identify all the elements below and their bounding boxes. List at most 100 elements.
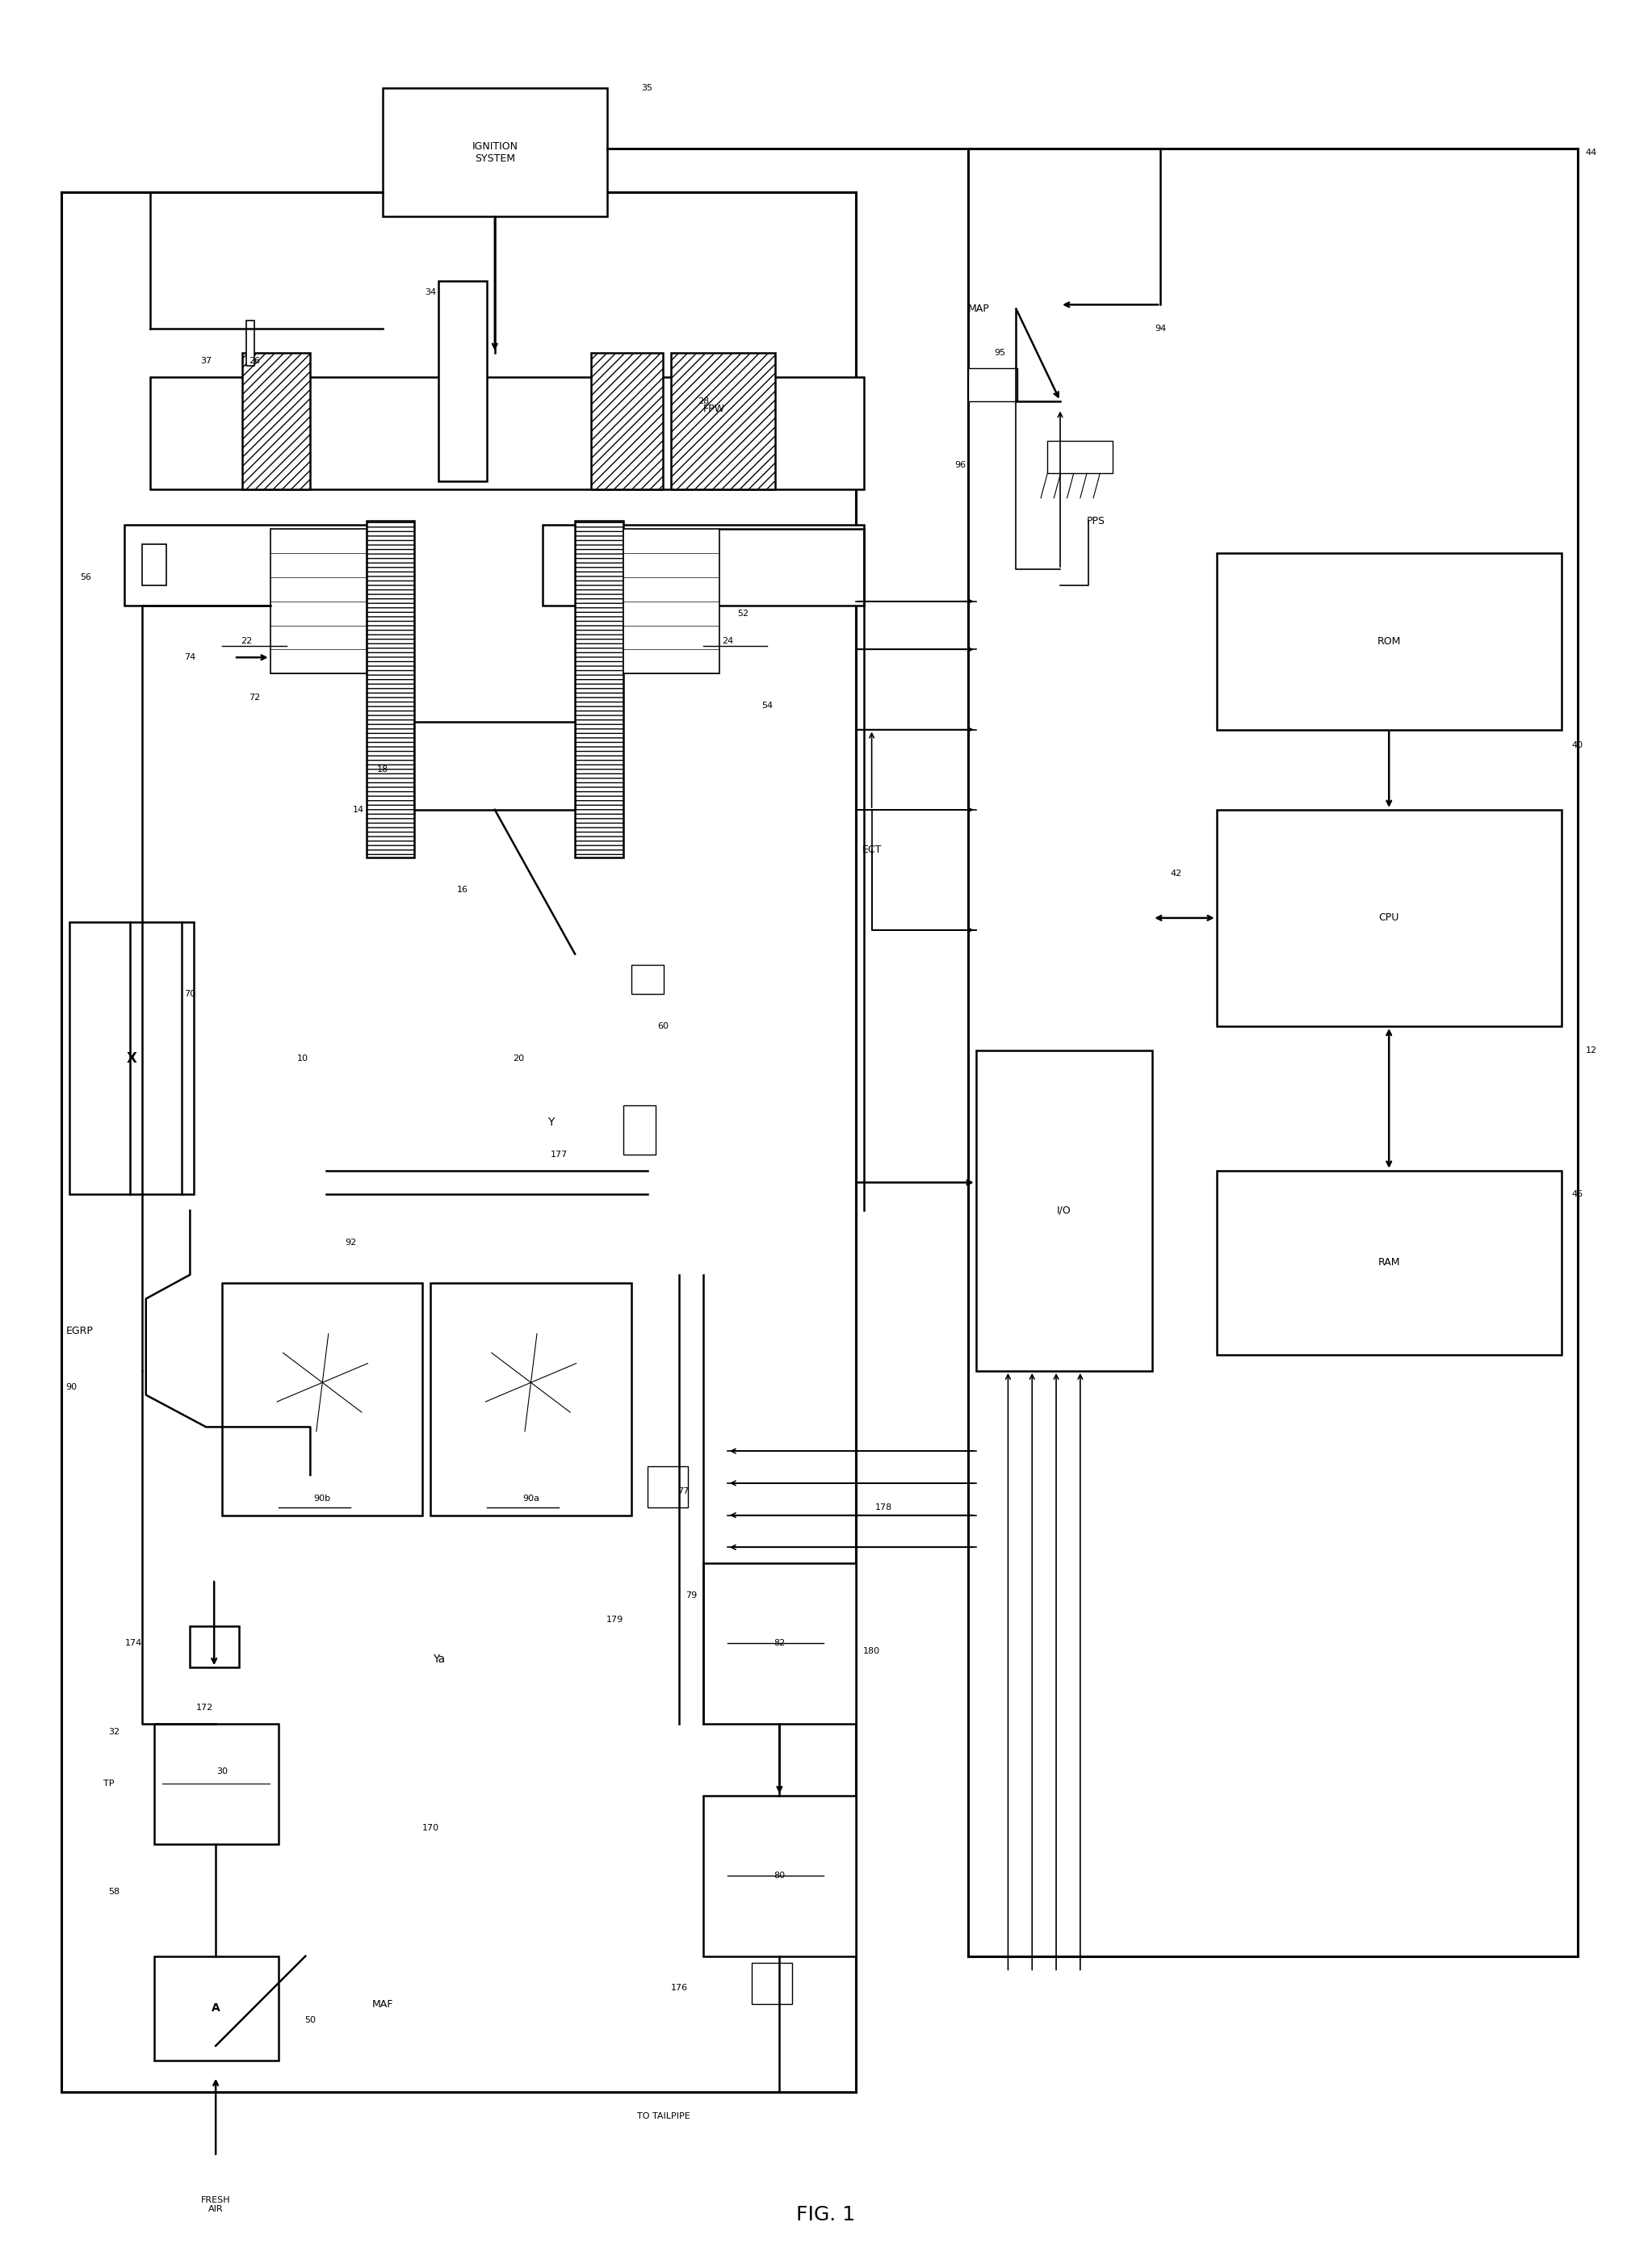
Bar — [1216, 811, 1561, 1026]
Bar — [623, 1105, 656, 1155]
Text: 90b: 90b — [314, 1494, 330, 1503]
Text: TP: TP — [102, 1780, 114, 1789]
FancyBboxPatch shape — [279, 1619, 598, 1700]
Text: 72: 72 — [248, 693, 259, 702]
Bar — [415, 722, 575, 811]
Text: 56: 56 — [81, 573, 91, 582]
Bar — [190, 1626, 240, 1669]
Text: 95: 95 — [995, 349, 1006, 358]
Bar — [1047, 441, 1113, 473]
Text: 92: 92 — [345, 1238, 357, 1247]
Text: Y: Y — [547, 1116, 555, 1127]
Bar — [142, 543, 167, 586]
Bar — [367, 521, 415, 858]
Text: I/O: I/O — [1057, 1204, 1072, 1216]
Text: 174: 174 — [126, 1639, 142, 1648]
FancyBboxPatch shape — [357, 1080, 745, 1164]
Text: 20: 20 — [514, 1055, 525, 1062]
Text: 34: 34 — [425, 288, 436, 297]
Text: 74: 74 — [185, 654, 197, 661]
Text: 94: 94 — [1155, 324, 1166, 333]
Text: 177: 177 — [550, 1150, 568, 1159]
Text: 30: 30 — [216, 1768, 228, 1775]
Bar — [631, 964, 664, 994]
Text: 10: 10 — [297, 1055, 307, 1062]
Text: RAM: RAM — [1378, 1257, 1399, 1268]
Text: 96: 96 — [955, 462, 966, 469]
Text: 18: 18 — [377, 765, 388, 774]
Text: 50: 50 — [304, 2017, 316, 2024]
Bar — [69, 921, 193, 1195]
Bar — [221, 1284, 423, 1515]
Text: PPS: PPS — [1087, 516, 1105, 528]
Bar — [246, 321, 254, 367]
Bar — [431, 1284, 631, 1515]
Text: 22: 22 — [241, 638, 253, 645]
Text: MAF: MAF — [372, 1999, 393, 2010]
Bar — [271, 530, 367, 672]
Text: 44: 44 — [1586, 149, 1597, 156]
Text: FRESH
AIR: FRESH AIR — [202, 2196, 231, 2214]
Text: 42: 42 — [1171, 869, 1183, 878]
Bar — [150, 376, 864, 489]
Bar — [704, 1562, 856, 1723]
Text: 179: 179 — [606, 1616, 624, 1623]
Text: X: X — [127, 1050, 137, 1066]
Text: 90: 90 — [66, 1383, 78, 1390]
Text: 54: 54 — [762, 702, 773, 709]
Text: 37: 37 — [200, 358, 211, 365]
Text: 40: 40 — [1571, 743, 1583, 749]
Bar — [648, 1467, 689, 1508]
Text: 60: 60 — [657, 1021, 669, 1030]
Bar — [154, 1956, 278, 2060]
Bar — [968, 149, 1578, 1956]
Text: MAP: MAP — [968, 303, 990, 315]
Bar — [671, 353, 775, 489]
Text: 14: 14 — [354, 806, 363, 813]
Text: EGRP: EGRP — [66, 1324, 93, 1336]
Text: 77: 77 — [677, 1487, 689, 1494]
Text: 35: 35 — [641, 84, 653, 93]
Bar — [623, 530, 719, 672]
Text: FIG. 1: FIG. 1 — [796, 2205, 856, 2226]
Bar — [544, 525, 864, 604]
Bar — [243, 353, 311, 489]
Text: 180: 180 — [864, 1648, 881, 1655]
Bar — [704, 1795, 856, 1956]
Text: 70: 70 — [185, 989, 195, 998]
Text: 79: 79 — [686, 1592, 697, 1598]
Text: 80: 80 — [773, 1872, 785, 1879]
Text: CPU: CPU — [1379, 912, 1399, 924]
Text: 172: 172 — [197, 1703, 213, 1712]
Text: 26: 26 — [248, 358, 259, 365]
Text: 28: 28 — [697, 396, 709, 405]
Bar — [439, 281, 487, 480]
Text: 24: 24 — [722, 638, 733, 645]
Text: 178: 178 — [876, 1503, 892, 1510]
Bar — [752, 1963, 793, 2004]
Text: IGNITION
SYSTEM: IGNITION SYSTEM — [472, 140, 517, 163]
Bar — [1216, 1170, 1561, 1354]
Bar — [1216, 552, 1561, 729]
Text: 16: 16 — [458, 885, 469, 894]
Text: TO TAILPIPE: TO TAILPIPE — [636, 2112, 691, 2121]
Bar — [976, 1050, 1153, 1372]
Text: FPW: FPW — [704, 403, 725, 414]
Bar — [575, 521, 623, 858]
Text: Ya: Ya — [433, 1653, 444, 1664]
Text: ROM: ROM — [1378, 636, 1401, 648]
Text: 82: 82 — [773, 1639, 785, 1648]
Text: 170: 170 — [423, 1825, 439, 1832]
Text: ECT: ECT — [862, 844, 882, 856]
Text: 32: 32 — [107, 1727, 119, 1736]
Text: 46: 46 — [1571, 1191, 1583, 1198]
Text: 176: 176 — [671, 1983, 687, 1992]
Bar — [383, 88, 606, 217]
Text: 12: 12 — [1586, 1046, 1597, 1055]
Text: 58: 58 — [107, 1888, 119, 1895]
Bar — [124, 525, 406, 604]
Text: 52: 52 — [738, 609, 748, 618]
Text: A: A — [211, 2004, 220, 2015]
Bar — [61, 192, 856, 2092]
Bar — [591, 353, 662, 489]
